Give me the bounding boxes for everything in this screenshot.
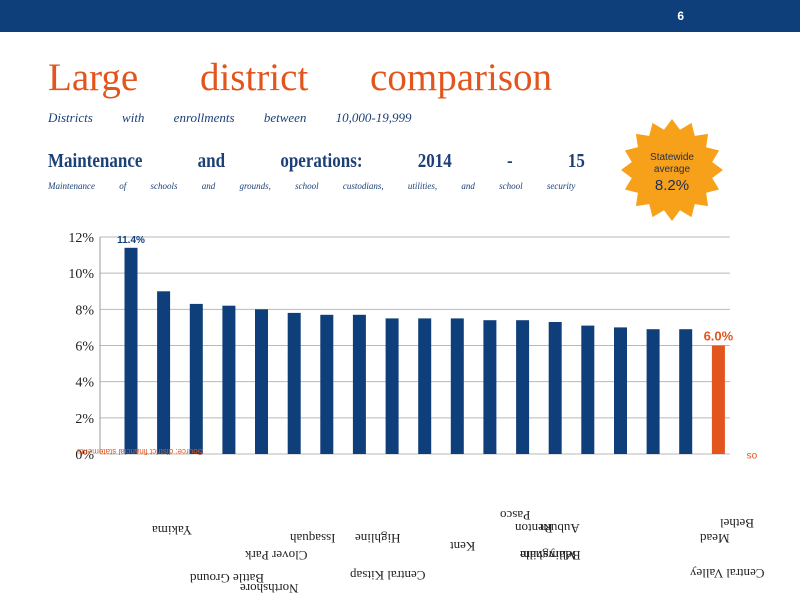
y-tick-label: 6% (75, 340, 94, 355)
y-tick-label: 12% (68, 231, 94, 246)
bar (157, 291, 171, 455)
bar (385, 318, 399, 454)
data-label: 6.0% (704, 329, 734, 344)
bar (679, 329, 693, 454)
axis-note: Source: district financial statements (77, 447, 203, 456)
data-label: 11.4% (117, 235, 145, 246)
bar (418, 318, 432, 454)
badge-label: Statewide average (650, 152, 694, 175)
category-label: Mead (700, 531, 730, 546)
category-label: Central Kitsap (350, 568, 426, 583)
badge-value: 8.2% (654, 177, 690, 194)
badge-star-shape (621, 119, 723, 221)
bar (189, 303, 203, 454)
bar (614, 327, 627, 454)
y-tick-label: 0% (75, 448, 94, 463)
bar (222, 305, 236, 454)
category-label: Central Valley (690, 566, 765, 581)
bar (287, 312, 301, 454)
category-label: Clover Park (245, 548, 308, 563)
y-tick-label: 8% (75, 303, 94, 318)
bar (352, 314, 366, 454)
bar (320, 314, 334, 454)
bar (581, 325, 595, 454)
bar-chart: 0% 2% 4% 6% 8% 10% 12% 11.4% 6.0% Source: distric… (68, 231, 758, 463)
category-label: Highline (355, 531, 401, 546)
page-title: Large district comparison (48, 56, 552, 99)
bar (548, 322, 562, 454)
y-tick-label: 2% (75, 412, 94, 427)
statewide-average-badge (621, 119, 723, 221)
category-label: Bellingham (520, 548, 581, 563)
right-note: os (747, 450, 758, 461)
y-tick-label: 10% (68, 267, 94, 282)
category-label: Bethel (720, 516, 754, 531)
bar (711, 345, 725, 454)
page-subtitle: Districts with enrollments between 10,00… (48, 110, 412, 125)
category-label: Kent (450, 539, 476, 554)
header-bar: 6 (0, 0, 800, 32)
bar (255, 309, 268, 454)
category-label: Issaquah (290, 531, 336, 546)
bar (450, 318, 464, 454)
bar (516, 320, 530, 454)
y-tick-label: 4% (75, 376, 94, 391)
bar (124, 247, 138, 454)
category-label: Yakima (152, 523, 192, 538)
section-title: Maintenance and operations: 2014 - 15 (48, 150, 585, 172)
category-label: Northshore (240, 581, 299, 596)
bar (646, 329, 660, 454)
badge-text: Statewide average 8.2% (620, 152, 724, 194)
bar (483, 320, 497, 454)
category-label: Renton (515, 521, 553, 536)
page-number: 6 (677, 9, 684, 23)
section-note: Maintenance of schools and grounds, scho… (48, 181, 576, 191)
